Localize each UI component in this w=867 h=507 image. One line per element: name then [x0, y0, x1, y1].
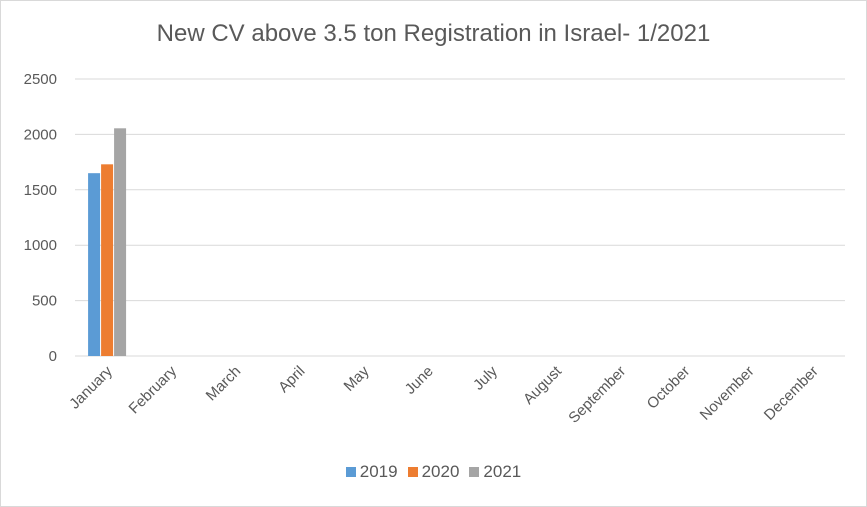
y-tick-label: 0 — [49, 348, 57, 365]
chart-title: New CV above 3.5 ton Registration in Isr… — [156, 20, 711, 47]
x-category-label: December — [761, 363, 822, 424]
gridlines — [75, 78, 845, 357]
y-tick-label: 1000 — [24, 237, 57, 254]
legend-item-2019: 2019 — [345, 462, 398, 482]
legend-item-2020: 2020 — [407, 462, 460, 482]
bars — [88, 128, 127, 356]
legend-label: 2019 — [359, 462, 398, 481]
x-category-label: October — [644, 363, 694, 413]
y-axis-ticks: 0 500 1000 1500 2000 2500 — [24, 71, 57, 365]
x-category-label: May — [341, 362, 373, 394]
y-tick-label: 500 — [32, 293, 57, 310]
x-category-label: April — [275, 363, 308, 396]
x-category-label: November — [697, 363, 758, 424]
bar-2021-january — [114, 128, 127, 356]
bar-2019-january — [88, 173, 101, 356]
x-category-label: January — [66, 362, 116, 412]
legend-label: 2020 — [421, 462, 460, 481]
legend: 2019 2020 2021 — [0, 462, 867, 482]
legend-label: 2021 — [483, 462, 522, 481]
x-category-label: August — [520, 362, 566, 408]
x-category-label: July — [470, 362, 501, 393]
bar-2020-january — [101, 164, 114, 356]
legend-swatch — [469, 467, 480, 477]
x-category-label: June — [402, 363, 437, 398]
y-tick-label: 2500 — [24, 71, 57, 88]
legend-item-2021: 2021 — [469, 462, 521, 482]
x-axis-labels: January February March April May June July Augu… — [66, 362, 822, 426]
x-category-label: February — [126, 362, 181, 417]
x-category-label: September — [565, 363, 629, 427]
legend-swatch — [345, 467, 356, 477]
x-category-label: March — [203, 363, 244, 404]
legend-swatch — [407, 467, 418, 477]
y-tick-label: 1500 — [24, 182, 57, 199]
y-tick-label: 2000 — [24, 126, 57, 143]
